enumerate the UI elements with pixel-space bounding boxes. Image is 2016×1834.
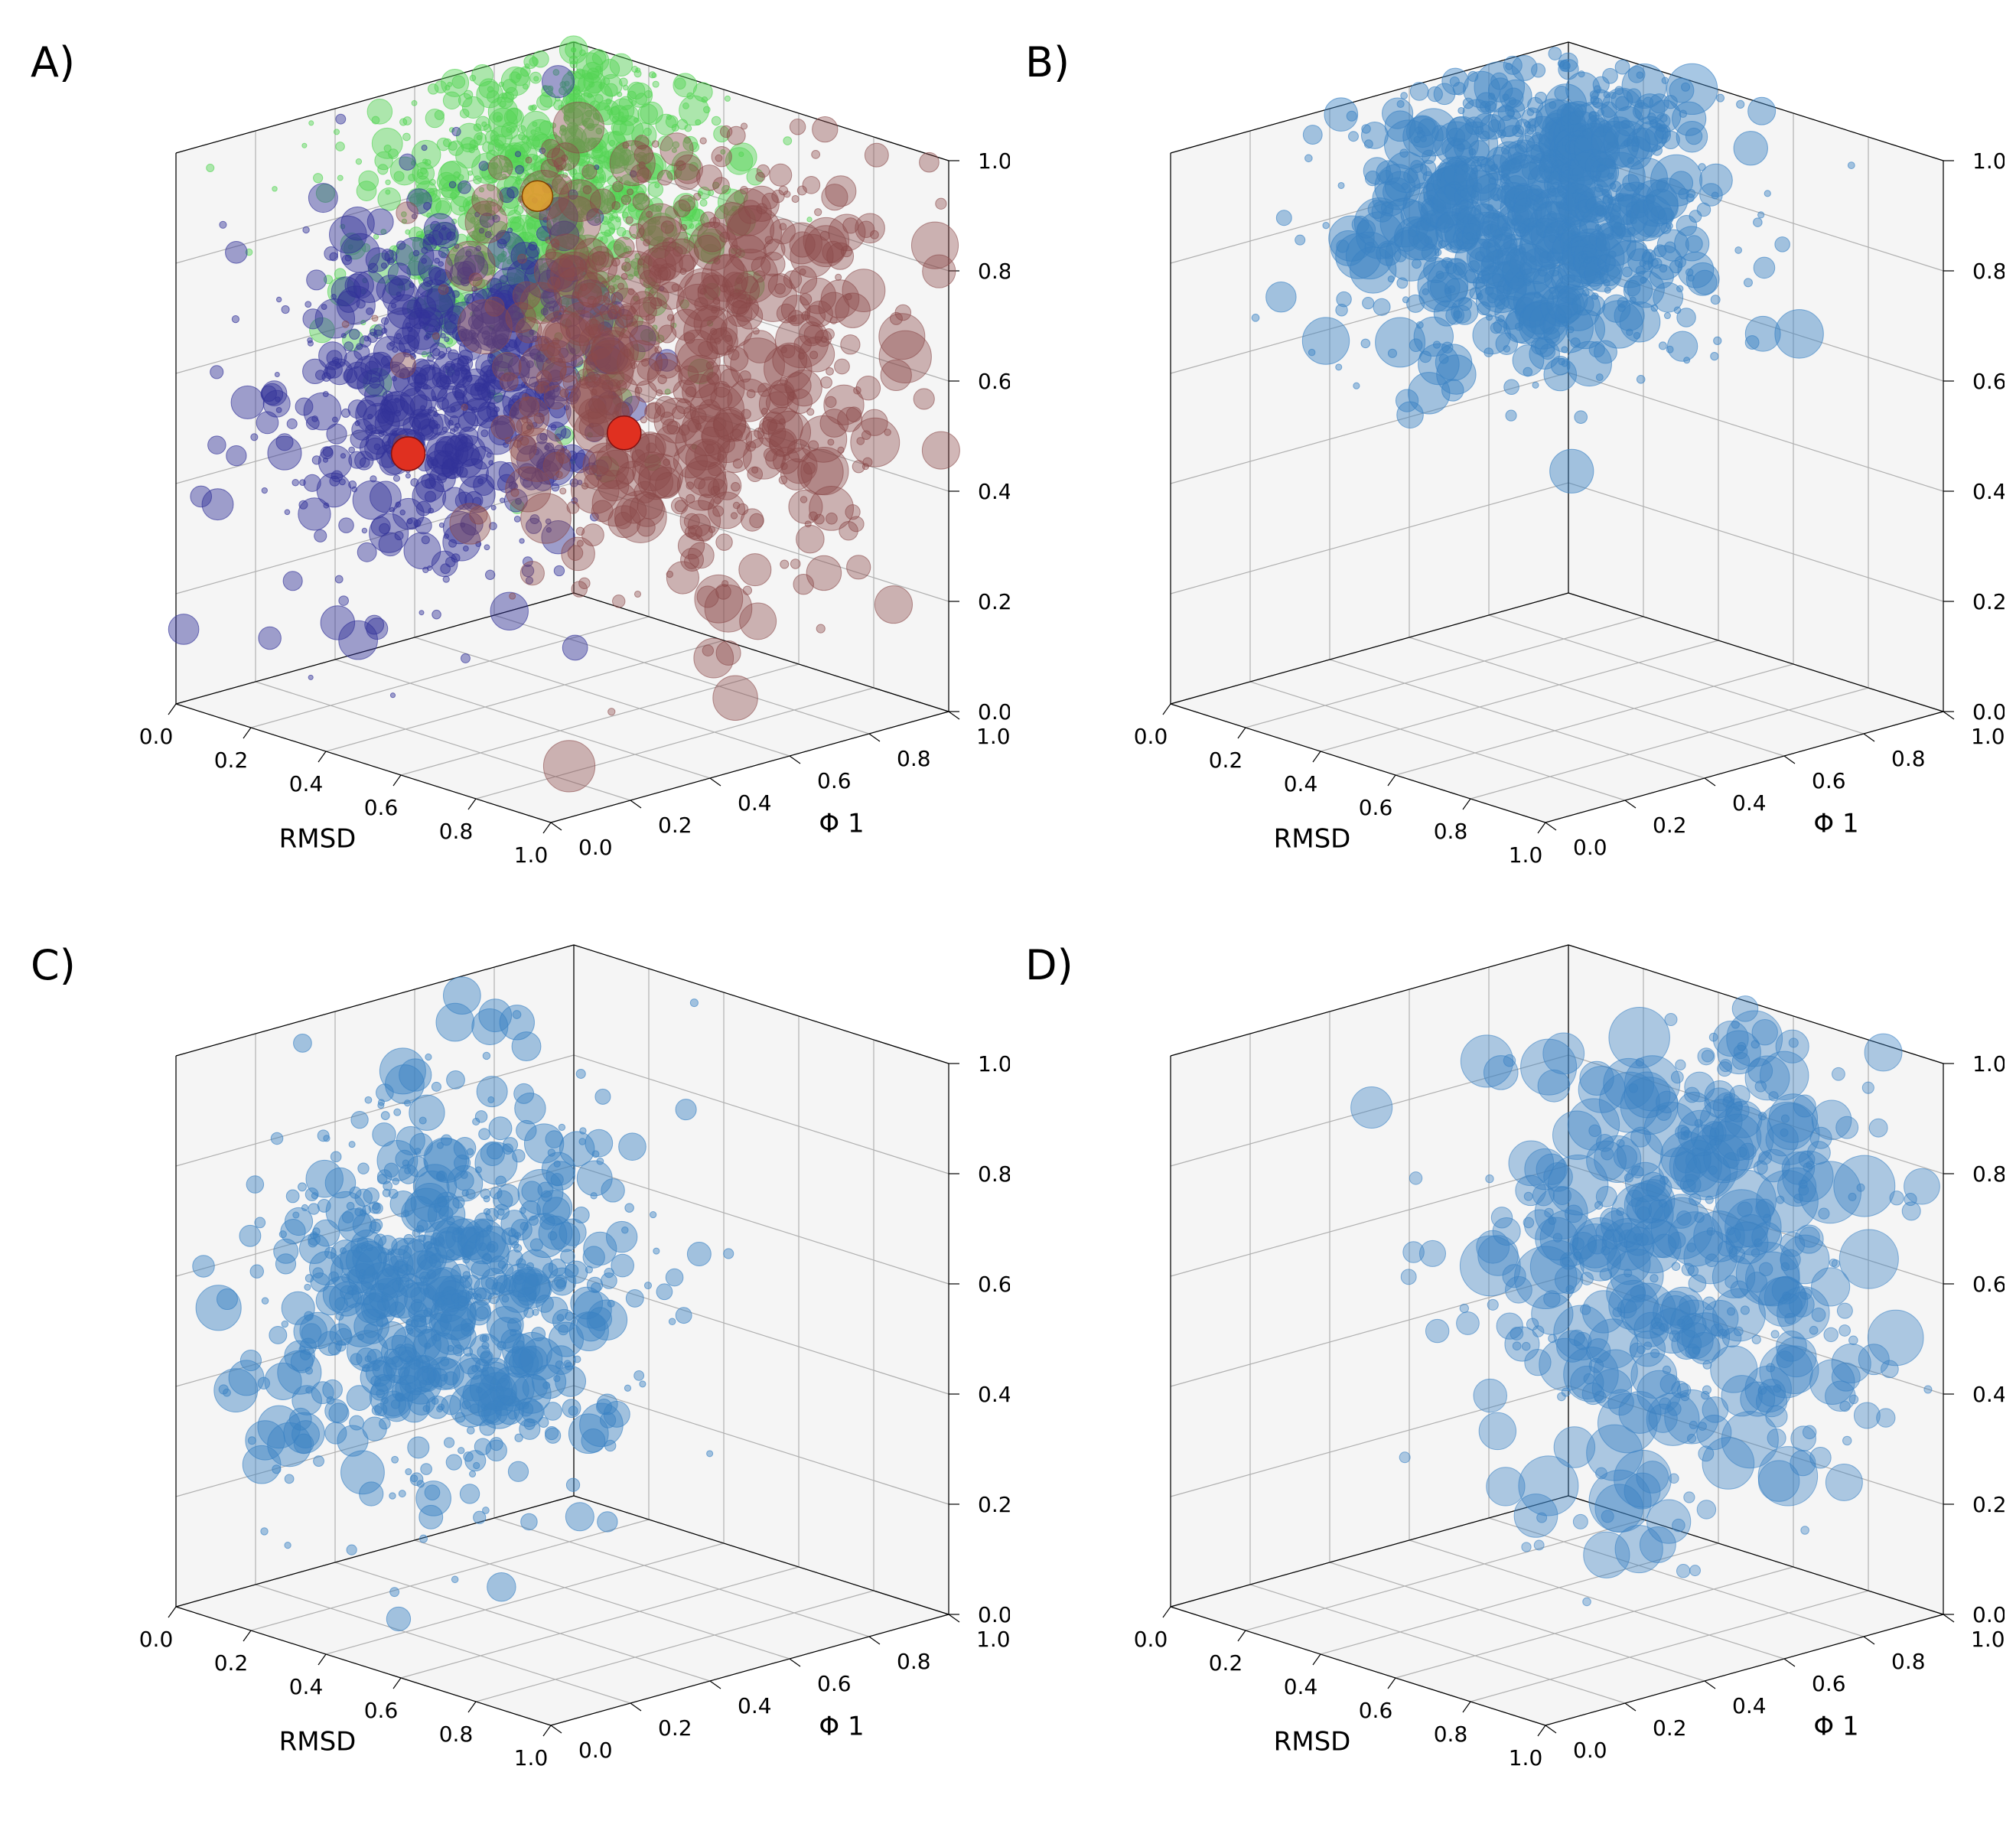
- svg-text:0.6: 0.6: [817, 1671, 852, 1696]
- svg-text:0.0: 0.0: [578, 1738, 613, 1763]
- panel-d-label: D): [1025, 941, 1073, 989]
- svg-text:0.6: 0.6: [1972, 1272, 2005, 1297]
- svg-text:0.4: 0.4: [978, 1382, 1010, 1407]
- svg-text:1.0: 1.0: [1509, 1745, 1543, 1770]
- svg-text:0.2: 0.2: [214, 1650, 249, 1676]
- svg-text:0.2: 0.2: [1653, 813, 1687, 838]
- svg-text:0.6: 0.6: [1359, 795, 1393, 820]
- svg-text:1.0: 1.0: [1509, 842, 1543, 868]
- svg-text:0.4: 0.4: [978, 479, 1010, 504]
- panel-c: C) 0.00.20.40.60.81.00.00.20.40.60.81.00…: [15, 918, 1010, 1821]
- svg-text:0.8: 0.8: [897, 746, 931, 771]
- svg-text:0.8: 0.8: [439, 819, 474, 844]
- svg-text:1.0: 1.0: [976, 724, 1010, 749]
- svg-text:0.8: 0.8: [1891, 746, 1926, 771]
- svg-text:0.8: 0.8: [1434, 819, 1468, 844]
- svg-text:1.0: 1.0: [1972, 148, 2005, 174]
- svg-text:0.6: 0.6: [1812, 1671, 1846, 1696]
- svg-text:1.0: 1.0: [976, 1627, 1010, 1652]
- svg-text:Φ 1: Φ 1: [1813, 1712, 1858, 1742]
- svg-text:0.4: 0.4: [289, 771, 324, 796]
- panel-b: B) 0.00.20.40.60.81.00.00.20.40.60.81.00…: [1010, 15, 2005, 918]
- svg-text:0.6: 0.6: [364, 1698, 399, 1723]
- svg-text:0.2: 0.2: [1972, 1492, 2005, 1517]
- svg-text:0.0: 0.0: [1573, 1738, 1607, 1763]
- panel-d: D) 0.00.20.40.60.81.00.00.20.40.60.81.00…: [1010, 918, 2005, 1821]
- svg-text:0.2: 0.2: [978, 1492, 1010, 1517]
- scatter3d-D: 0.00.20.40.60.81.00.00.20.40.60.81.00.00…: [1010, 918, 2005, 1821]
- svg-text:0.4: 0.4: [738, 790, 772, 816]
- scatter3d-B: 0.00.20.40.60.81.00.00.20.40.60.81.00.00…: [1010, 15, 2005, 918]
- svg-text:0.4: 0.4: [1972, 479, 2005, 504]
- svg-text:0.4: 0.4: [1732, 790, 1767, 816]
- panel-a: A) 0.00.20.40.60.81.00.00.20.40.60.81.00…: [15, 15, 1010, 918]
- scatter3d-A: 0.00.20.40.60.81.00.00.20.40.60.81.00.00…: [15, 15, 1010, 918]
- svg-text:RMSD: RMSD: [1274, 824, 1351, 855]
- panel-a-label: A): [31, 38, 75, 86]
- svg-text:0.0: 0.0: [978, 1602, 1010, 1627]
- svg-text:0.2: 0.2: [1972, 589, 2005, 614]
- svg-text:Φ 1: Φ 1: [819, 1712, 864, 1742]
- scatter3d-C: 0.00.20.40.60.81.00.00.20.40.60.81.00.00…: [15, 918, 1010, 1821]
- svg-text:0.2: 0.2: [658, 1715, 692, 1741]
- svg-text:0.8: 0.8: [978, 1161, 1010, 1187]
- svg-text:0.4: 0.4: [289, 1674, 324, 1699]
- svg-text:0.6: 0.6: [978, 1272, 1010, 1297]
- svg-text:0.8: 0.8: [1434, 1722, 1468, 1747]
- svg-text:1.0: 1.0: [978, 1051, 1010, 1077]
- svg-text:0.0: 0.0: [139, 724, 174, 749]
- svg-text:1.0: 1.0: [514, 1745, 549, 1770]
- svg-text:0.2: 0.2: [658, 813, 692, 838]
- svg-text:0.0: 0.0: [978, 699, 1010, 725]
- svg-text:0.2: 0.2: [1209, 1650, 1243, 1676]
- svg-text:RMSD: RMSD: [279, 1727, 357, 1757]
- svg-text:0.8: 0.8: [1972, 1161, 2005, 1187]
- svg-text:0.0: 0.0: [139, 1627, 174, 1652]
- svg-text:0.0: 0.0: [1972, 1602, 2005, 1627]
- svg-text:0.8: 0.8: [897, 1649, 931, 1674]
- svg-text:0.2: 0.2: [214, 748, 249, 773]
- panel-c-label: C): [31, 941, 76, 989]
- svg-text:0.8: 0.8: [1891, 1649, 1926, 1674]
- svg-text:Φ 1: Φ 1: [819, 809, 864, 839]
- svg-text:0.6: 0.6: [364, 795, 399, 820]
- svg-text:0.8: 0.8: [1972, 259, 2005, 284]
- svg-text:0.0: 0.0: [1573, 835, 1607, 860]
- svg-text:0.2: 0.2: [1209, 748, 1243, 773]
- svg-text:0.0: 0.0: [1134, 1627, 1168, 1652]
- svg-text:1.0: 1.0: [1971, 1627, 2005, 1652]
- svg-text:1.0: 1.0: [1971, 724, 2005, 749]
- svg-text:Φ 1: Φ 1: [1813, 809, 1858, 839]
- svg-text:0.0: 0.0: [1972, 699, 2005, 725]
- svg-text:0.6: 0.6: [978, 369, 1010, 394]
- panel-b-label: B): [1025, 38, 1070, 86]
- svg-text:RMSD: RMSD: [1274, 1727, 1351, 1757]
- svg-text:1.0: 1.0: [1972, 1051, 2005, 1077]
- svg-text:0.6: 0.6: [1812, 768, 1846, 793]
- svg-text:0.4: 0.4: [1284, 771, 1318, 796]
- svg-text:0.4: 0.4: [1284, 1674, 1318, 1699]
- svg-text:0.2: 0.2: [978, 589, 1010, 614]
- svg-text:RMSD: RMSD: [279, 824, 357, 855]
- svg-text:0.4: 0.4: [1732, 1693, 1767, 1718]
- svg-text:0.6: 0.6: [1359, 1698, 1393, 1723]
- svg-text:0.2: 0.2: [1653, 1715, 1687, 1741]
- svg-text:0.6: 0.6: [817, 768, 852, 793]
- figure-root: A) 0.00.20.40.60.81.00.00.20.40.60.81.00…: [0, 0, 2016, 1834]
- svg-text:0.0: 0.0: [1134, 724, 1168, 749]
- svg-text:1.0: 1.0: [514, 842, 549, 868]
- svg-text:0.6: 0.6: [1972, 369, 2005, 394]
- svg-text:0.8: 0.8: [978, 259, 1010, 284]
- svg-text:0.4: 0.4: [1972, 1382, 2005, 1407]
- svg-text:1.0: 1.0: [978, 148, 1010, 174]
- svg-text:0.0: 0.0: [578, 835, 613, 860]
- svg-text:0.8: 0.8: [439, 1722, 474, 1747]
- svg-text:0.4: 0.4: [738, 1693, 772, 1718]
